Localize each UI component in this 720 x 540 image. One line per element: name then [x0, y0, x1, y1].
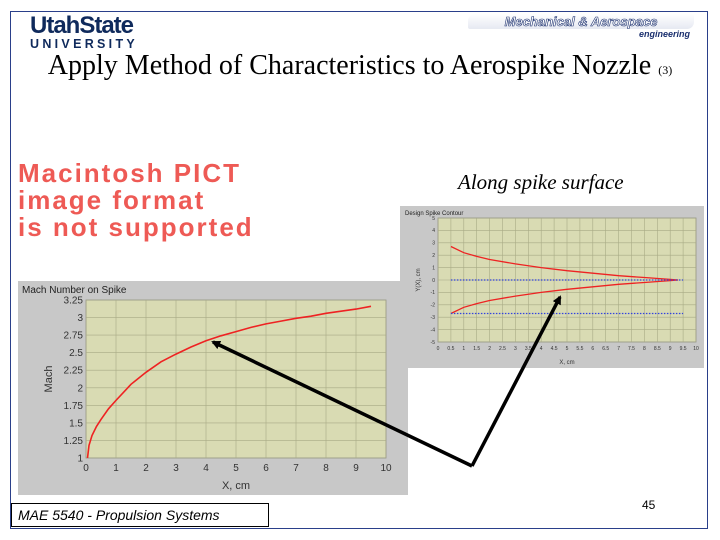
y-tick-label: 4	[432, 228, 435, 234]
placeholder-line-3: is not supported	[18, 212, 254, 242]
x-tick-label: 10	[380, 463, 392, 474]
y-tick-label: -5	[431, 340, 436, 346]
chart-title: Mach Number on Spike	[22, 285, 127, 296]
x-tick-label: 10	[693, 346, 699, 352]
x-tick-label: 2	[143, 463, 149, 474]
x-tick-label: 6.5	[602, 346, 609, 352]
x-tick-label: 4.5	[551, 346, 558, 352]
mae-logo-wordmark: Mechanical & Aerospace	[468, 14, 694, 29]
mae-logo-subtitle: engineering	[638, 29, 690, 39]
x-tick-label: 8.5	[654, 346, 661, 352]
y-tick-label: 1	[432, 265, 435, 271]
x-tick-label: 0	[83, 463, 89, 474]
y-tick-label: 3.25	[64, 296, 84, 307]
placeholder-line-2: image format	[18, 185, 206, 215]
x-tick-label: 5	[233, 463, 239, 474]
usu-logo-wordmark: UtahState	[30, 12, 134, 39]
x-tick-label: 6	[263, 463, 269, 474]
x-tick-label: 3	[514, 346, 517, 352]
x-tick-label: 0.5	[447, 346, 454, 352]
y-tick-label: 0	[432, 278, 435, 284]
x-tick-label: 5.5	[576, 346, 583, 352]
slide-frame	[10, 11, 708, 529]
x-tick-label: 4	[540, 346, 543, 352]
y-tick-label: -4	[431, 327, 436, 333]
x-tick-label: 7	[293, 463, 299, 474]
y-tick-label: -1	[431, 290, 436, 296]
x-tick-label: 6	[591, 346, 594, 352]
x-tick-label: 9	[669, 346, 672, 352]
x-tick-label: 5	[566, 346, 569, 352]
y-tick-label: -2	[431, 303, 436, 309]
y-tick-label: 3	[432, 241, 435, 247]
x-tick-label: 9	[353, 463, 359, 474]
y-tick-label: 5	[432, 216, 435, 222]
x-tick-label: 0	[437, 346, 440, 352]
x-tick-label: 4	[203, 463, 209, 474]
x-tick-label: 1	[113, 463, 119, 474]
y-tick-label: 2.5	[69, 348, 83, 359]
slide-title-suffix: (3)	[658, 63, 673, 77]
placeholder-line-1: Macintosh PICT	[18, 158, 242, 188]
unsupported-image-placeholder: Macintosh PICT image format is not suppo…	[18, 160, 404, 242]
y-tick-label: 1	[77, 454, 83, 465]
y-tick-label: 1.5	[69, 418, 83, 429]
page-number: 45	[642, 498, 656, 512]
series-line-1	[450, 245, 678, 281]
x-axis-label: X, cm	[222, 480, 250, 492]
x-tick-label: 1.5	[473, 346, 480, 352]
annotation-label: Along spike surface	[458, 170, 624, 194]
series-line-2	[450, 279, 678, 315]
mae-logo: Mechanical & Aerospace engineering	[468, 14, 694, 40]
arrow-to-mach-curve	[211, 340, 473, 468]
usu-logo: UtahState UNIVERSITY	[30, 14, 152, 51]
x-tick-label: 8	[643, 346, 646, 352]
y-tick-label: 1.75	[64, 401, 84, 412]
slide-title: Apply Method of Characteristics to Aeros…	[40, 49, 680, 87]
x-tick-label: 3.5	[525, 346, 532, 352]
x-tick-label: 8	[323, 463, 329, 474]
course-footer: MAE 5540 - Propulsion Systems	[11, 503, 269, 527]
x-tick-label: 9.5	[680, 346, 687, 352]
y-tick-label: 2.25	[64, 366, 84, 377]
x-tick-label: 1	[462, 346, 465, 352]
arrow-to-spike-surface	[470, 295, 562, 467]
chart-title: Design Spike Contour	[405, 211, 463, 217]
x-tick-label: 7.5	[628, 346, 635, 352]
y-tick-label: 2	[77, 383, 83, 394]
y-tick-label: 1.25	[64, 436, 84, 447]
spike-contour-chart: Design Spike Contour 0 0.5 1 1.5 2 2.5 3 3.5 4 4.5…	[400, 206, 704, 368]
series-line-1	[86, 305, 372, 459]
x-tick-label: 2	[488, 346, 491, 352]
y-tick-label: -3	[431, 315, 436, 321]
x-tick-label: 2.5	[499, 346, 506, 352]
slide-title-main: Apply Method of Characteristics to Aeros…	[47, 50, 652, 81]
usu-logo-subtitle: UNIVERSITY	[30, 37, 139, 51]
x-tick-label: 3	[173, 463, 179, 474]
y-tick-label: 3	[77, 313, 83, 324]
x-axis-label: X, cm	[559, 360, 574, 366]
y-axis-label: Mach	[43, 366, 55, 393]
x-tick-label: 7	[617, 346, 620, 352]
y-tick-label: 2.75	[64, 331, 84, 342]
y-tick-label: 2	[432, 253, 435, 259]
y-axis-label: Y(X), cm	[416, 268, 422, 291]
